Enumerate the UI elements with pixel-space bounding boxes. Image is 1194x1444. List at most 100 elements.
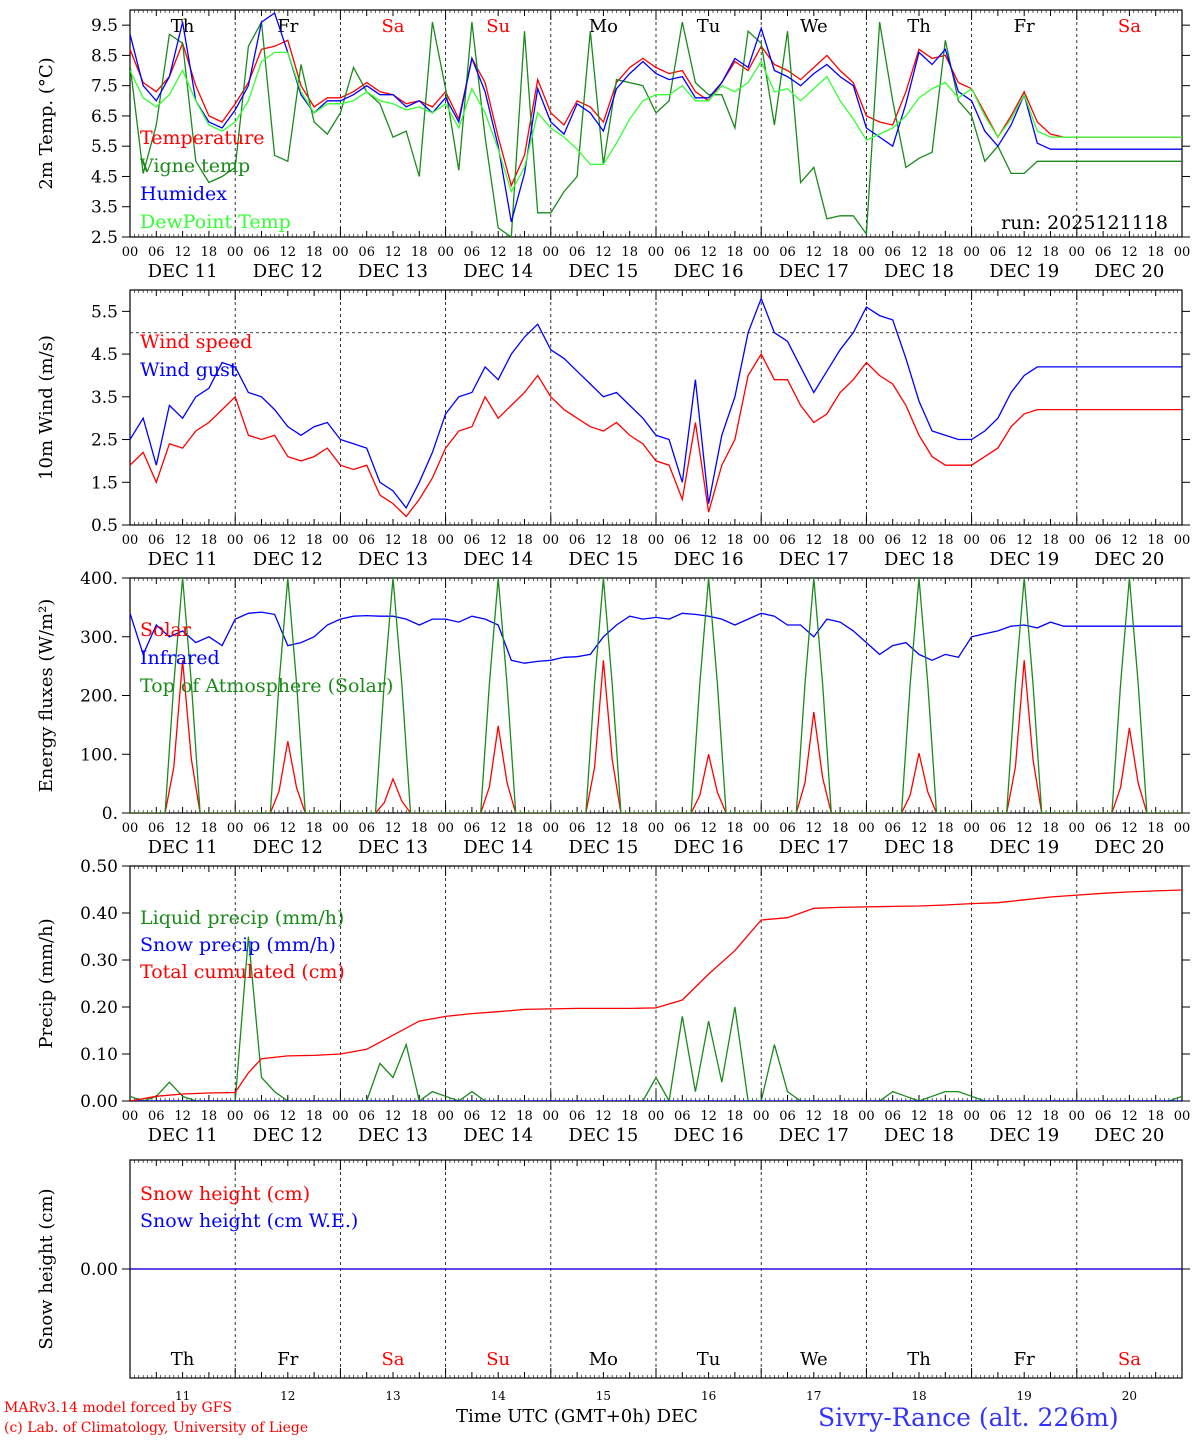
date-label: DEC 11: [148, 261, 218, 282]
weekday-label: Sa: [1118, 1349, 1141, 1370]
day-number-label: 16: [701, 1389, 716, 1403]
hour-tick-label: 00: [1069, 533, 1086, 548]
day-number-label: 13: [385, 1389, 400, 1403]
hour-tick-label: 06: [779, 245, 796, 260]
hour-tick-label: 12: [700, 821, 717, 836]
date-label: DEC 16: [674, 261, 744, 282]
hour-tick-label: 06: [253, 821, 270, 836]
hour-tick-label: 00: [543, 1109, 560, 1124]
hour-tick-label: 18: [1147, 245, 1164, 260]
hour-tick-label: 18: [201, 821, 218, 836]
time-axis-title: Time UTC (GMT+0h) DEC: [456, 1406, 698, 1427]
hour-tick-label: 12: [385, 821, 402, 836]
day-number-label: 18: [911, 1389, 926, 1403]
day-number-label: 19: [1017, 1389, 1032, 1403]
y-tick-label: 5.5: [91, 302, 118, 322]
hour-tick-label: 18: [201, 533, 218, 548]
hour-tick-label: 06: [779, 533, 796, 548]
hour-tick-label: 18: [832, 1109, 849, 1124]
y-tick-label: 7.5: [91, 77, 118, 97]
weekday-label: Sa: [381, 16, 404, 37]
hour-tick-label: 18: [1042, 1109, 1059, 1124]
hour-tick-label: 12: [490, 1109, 507, 1124]
hour-tick-label: 06: [990, 245, 1007, 260]
hour-tick-label: 18: [1147, 1109, 1164, 1124]
y-axis-title: Snow height (cm): [36, 1188, 57, 1349]
hour-tick-label: 00: [648, 1109, 665, 1124]
hour-tick-label: 06: [148, 245, 165, 260]
date-label: DEC 18: [884, 837, 954, 858]
hour-tick-label: 00: [332, 1109, 349, 1124]
y-tick-label: 0.00: [80, 1092, 118, 1112]
weekday-label: Fr: [1014, 16, 1035, 37]
hour-tick-label: 06: [464, 1109, 481, 1124]
hour-tick-label: 06: [148, 533, 165, 548]
y-tick-label: 0.00: [80, 1260, 118, 1280]
hour-tick-label: 00: [1174, 1109, 1191, 1124]
hour-tick-label: 12: [1121, 245, 1138, 260]
y-tick-label: 0.40: [80, 904, 118, 924]
hour-tick-label: 18: [516, 821, 533, 836]
panel-4: 00 06 12 18 00 06 12 18 00 06 12 18 00 06 12 18 00 06 12 18…: [36, 857, 1190, 1146]
hour-tick-label: 06: [253, 245, 270, 260]
date-label: DEC 19: [989, 1125, 1059, 1146]
legend-entry: Snow precip (mm/h): [140, 934, 336, 956]
model-credit: MARv3.14 model forced by GFS: [4, 1400, 233, 1416]
date-label: DEC 15: [568, 837, 638, 858]
hour-tick-label: 12: [385, 533, 402, 548]
date-label: DEC 14: [463, 549, 533, 570]
hour-tick-label: 18: [832, 245, 849, 260]
hour-tick-label: 12: [280, 821, 297, 836]
hour-tick-label: 00: [963, 533, 980, 548]
date-label: DEC 19: [989, 261, 1059, 282]
hour-tick-label: 06: [358, 821, 375, 836]
hour-tick-label: 12: [1016, 245, 1033, 260]
y-tick-label: 0.5: [91, 516, 118, 536]
y-tick-label: 8.5: [91, 46, 118, 66]
legend-entry: DewPoint Temp: [140, 211, 291, 233]
hour-tick-label: 06: [569, 533, 586, 548]
series-line-wind-gust: [130, 296, 1182, 510]
hour-tick-label: 00: [648, 821, 665, 836]
date-label: DEC 13: [358, 1125, 428, 1146]
weekday-label: Fr: [1014, 1349, 1035, 1370]
hour-tick-label: 00: [858, 245, 875, 260]
hour-tick-label: 06: [569, 1109, 586, 1124]
hour-tick-label: 00: [753, 821, 770, 836]
hour-tick-label: 06: [1095, 245, 1112, 260]
hour-tick-label: 18: [621, 533, 638, 548]
y-tick-label: 100.: [80, 745, 118, 765]
weekday-label: Th: [907, 16, 931, 37]
hour-tick-label: 06: [464, 821, 481, 836]
hour-tick-label: 00: [437, 821, 454, 836]
hour-tick-label: 00: [648, 245, 665, 260]
hour-tick-label: 18: [516, 245, 533, 260]
weekday-label: Sa: [381, 1349, 404, 1370]
legend-entry: Wind speed: [140, 331, 252, 353]
hour-tick-label: 18: [937, 533, 954, 548]
hour-tick-label: 00: [648, 533, 665, 548]
hour-tick-label: 06: [569, 245, 586, 260]
date-label: DEC 17: [779, 1125, 849, 1146]
hour-tick-label: 18: [832, 821, 849, 836]
hour-tick-label: 12: [280, 533, 297, 548]
hour-tick-label: 06: [1095, 821, 1112, 836]
hour-tick-label: 06: [253, 1109, 270, 1124]
day-number-label: 11: [175, 1389, 190, 1403]
hour-tick-label: 00: [963, 245, 980, 260]
hour-tick-label: 06: [884, 821, 901, 836]
hour-tick-label: 12: [911, 821, 928, 836]
hour-tick-label: 18: [1147, 821, 1164, 836]
hour-tick-label: 00: [122, 821, 139, 836]
date-label: DEC 12: [253, 837, 323, 858]
hour-tick-label: 00: [1174, 533, 1191, 548]
hour-tick-label: 12: [1016, 1109, 1033, 1124]
date-label: DEC 15: [568, 1125, 638, 1146]
hour-tick-label: 00: [227, 821, 244, 836]
series-line-dewpoint-temp: [130, 51, 1182, 194]
weekday-label: Su: [486, 1349, 510, 1370]
hour-tick-label: 00: [1174, 821, 1191, 836]
panel-2: 00 06 12 18 00 06 12 18 00 06 12 18 00 06 12 18 00 06 12 18…: [36, 289, 1191, 570]
hour-tick-label: 18: [516, 1109, 533, 1124]
hour-tick-label: 06: [674, 245, 691, 260]
